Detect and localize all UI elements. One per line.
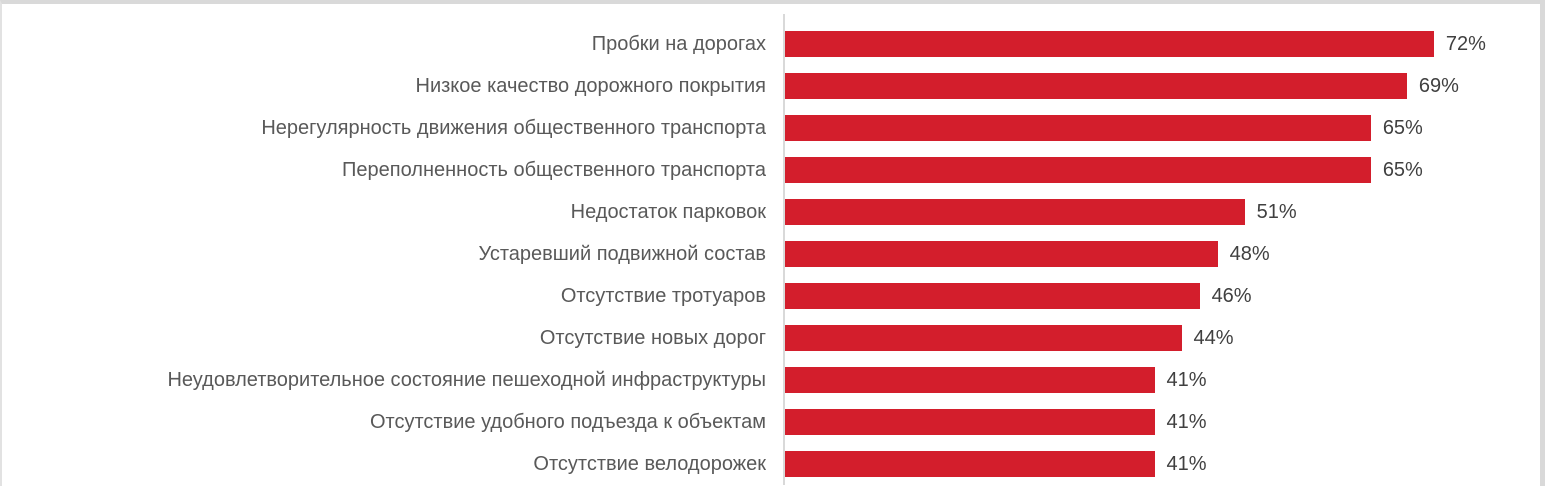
- chart-row: Отсутствие тротуаров 46%: [2, 275, 1540, 317]
- bar: [785, 367, 1155, 393]
- value-label: 69%: [1418, 74, 1459, 97]
- value-label: 41%: [1166, 410, 1207, 433]
- bar: [785, 73, 1407, 99]
- bar-cell: 51%: [766, 199, 1506, 225]
- category-label: Недостаток парковок: [570, 200, 766, 223]
- value-label: 65%: [1382, 116, 1423, 139]
- bar-cell: 44%: [766, 325, 1506, 351]
- value-label: 65%: [1382, 158, 1423, 181]
- value-label: 51%: [1256, 200, 1297, 223]
- value-label: 44%: [1193, 326, 1234, 349]
- chart-row: Отсутствие велодорожек 41%: [2, 443, 1540, 485]
- category-label: Нерегулярность движения общественного тр…: [261, 116, 766, 139]
- bar: [785, 115, 1371, 141]
- category-label: Отсутствие велодорожек: [533, 452, 766, 475]
- value-label: 41%: [1166, 368, 1207, 391]
- bar-cell: 72%: [766, 31, 1506, 57]
- bar-cell: 69%: [766, 73, 1506, 99]
- value-label: 72%: [1445, 32, 1486, 55]
- chart-row: Отсутствие удобного подъезда к объектам …: [2, 401, 1540, 443]
- category-label: Отсутствие удобного подъезда к объектам: [370, 410, 766, 433]
- bar: [785, 325, 1182, 351]
- bar: [785, 157, 1371, 183]
- category-label: Низкое качество дорожного покрытия: [415, 74, 766, 97]
- bar-cell: 46%: [766, 283, 1506, 309]
- bar: [785, 241, 1218, 267]
- bar: [785, 199, 1245, 225]
- chart-row: Нерегулярность движения общественного тр…: [2, 107, 1540, 149]
- value-label: 46%: [1211, 284, 1252, 307]
- bar: [785, 31, 1434, 57]
- chart-rows: Пробки на дорогах 72% Низкое качество до…: [2, 4, 1540, 485]
- bar-cell: 65%: [766, 157, 1506, 183]
- bar-cell: 48%: [766, 241, 1506, 267]
- value-label: 48%: [1229, 242, 1270, 265]
- chart-row: Устаревший подвижной состав 48%: [2, 233, 1540, 275]
- bar-cell: 41%: [766, 409, 1506, 435]
- category-label: Пробки на дорогах: [591, 32, 766, 55]
- bar-cell: 41%: [766, 451, 1506, 477]
- bar: [785, 283, 1200, 309]
- bar-cell: 65%: [766, 115, 1506, 141]
- chart-row: Пробки на дорогах 72%: [2, 23, 1540, 65]
- category-label: Неудовлетворительное состояние пешеходно…: [167, 368, 766, 391]
- value-label: 41%: [1166, 452, 1207, 475]
- bar: [785, 409, 1155, 435]
- y-axis-line: [783, 14, 785, 485]
- category-label: Устаревший подвижной состав: [478, 242, 766, 265]
- bar: [785, 451, 1155, 477]
- chart-row: Низкое качество дорожного покрытия 69%: [2, 65, 1540, 107]
- chart-row: Переполненность общественного транспорта…: [2, 149, 1540, 191]
- category-label: Отсутствие новых дорог: [539, 326, 766, 349]
- category-label: Отсутствие тротуаров: [560, 284, 766, 307]
- chart-row: Неудовлетворительное состояние пешеходно…: [2, 359, 1540, 401]
- chart-row: Отсутствие новых дорог 44%: [2, 317, 1540, 359]
- category-label: Переполненность общественного транспорта: [342, 158, 766, 181]
- chart-row: Недостаток парковок 51%: [2, 191, 1540, 233]
- bar-cell: 41%: [766, 367, 1506, 393]
